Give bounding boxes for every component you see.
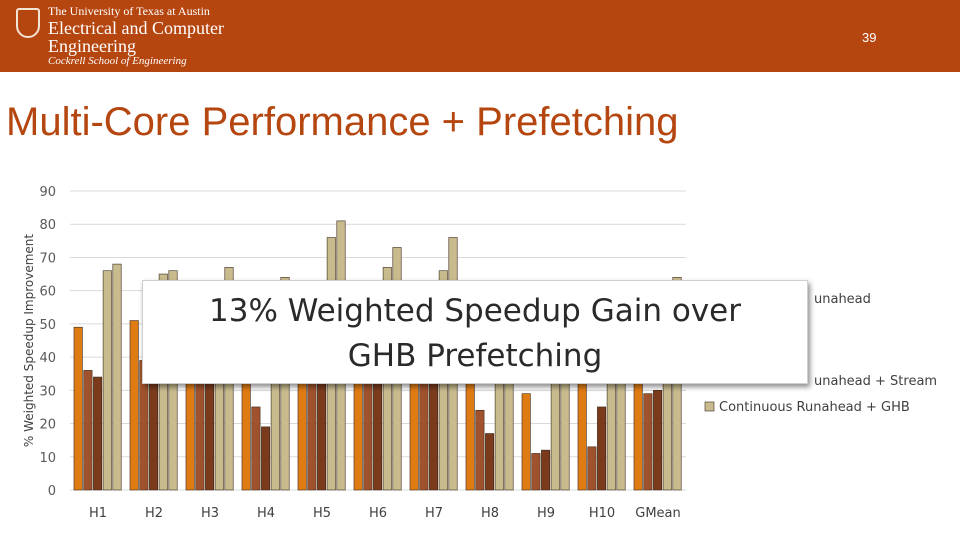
bar xyxy=(251,406,261,491)
y-tick-label: 70 xyxy=(39,251,56,266)
y-tick-label: 20 xyxy=(39,418,56,433)
callout-line2: GHB Prefetching xyxy=(347,338,603,374)
y-tick-label: 80 xyxy=(39,218,56,233)
x-tick-label: H10 xyxy=(589,506,615,521)
y-tick-label: 0 xyxy=(48,484,56,499)
bar xyxy=(485,433,495,491)
legend-entry-label: Continuous Runahead + GHB xyxy=(719,400,910,415)
bar xyxy=(643,393,653,491)
legend-swatch xyxy=(704,401,715,412)
school-name: Cockrell School of Engineering xyxy=(48,55,187,67)
bar xyxy=(261,426,271,491)
bar xyxy=(112,263,122,491)
slide-title: Multi-Core Performance + Prefetching xyxy=(6,100,679,144)
bar xyxy=(521,393,531,491)
bar xyxy=(73,326,83,491)
y-tick-label: 30 xyxy=(39,384,56,399)
chart-legend: unahead unahead + Stream Continuous Runahe… xyxy=(704,292,937,415)
chart-axes: 0 10 20 30 40 50 60 70 80 90 % Weighted Speedup Im… xyxy=(22,185,681,521)
x-tick-label: H7 xyxy=(425,506,443,521)
department-name-line1: Electrical and Computer xyxy=(48,18,224,38)
bar xyxy=(597,406,607,491)
bar xyxy=(541,449,551,491)
bar xyxy=(83,370,93,491)
x-tick-label: H5 xyxy=(313,506,331,521)
bar xyxy=(129,320,139,491)
x-tick-label: H6 xyxy=(369,506,387,521)
legend-entry-label: unahead xyxy=(814,292,871,307)
bar xyxy=(102,270,112,491)
bar xyxy=(93,376,103,491)
callout-line1: 13% Weighted Speedup Gain over xyxy=(209,293,741,329)
x-tick-label: H4 xyxy=(257,506,275,521)
department-name-line2: Engineering xyxy=(48,36,136,56)
y-axis-label: % Weighted Speedup Improvement xyxy=(22,234,36,448)
legend-entry-label: unahead + Stream xyxy=(814,374,937,389)
x-tick-label: H9 xyxy=(537,506,555,521)
callout-box: 13% Weighted Speedup Gain over GHB Prefe… xyxy=(142,280,808,384)
x-tick-label: H8 xyxy=(481,506,499,521)
x-tick-label: H2 xyxy=(145,506,163,521)
y-tick-label: 60 xyxy=(39,285,56,300)
bar xyxy=(475,409,485,491)
x-tick-label: H3 xyxy=(201,506,219,521)
y-tick-label: 90 xyxy=(39,185,56,200)
x-tick-label: GMean xyxy=(635,506,681,521)
bar xyxy=(587,446,597,491)
y-tick-label: 50 xyxy=(39,318,56,333)
university-name: The University of Texas at Austin xyxy=(48,4,210,18)
y-tick-label: 40 xyxy=(39,351,56,366)
y-tick-label: 10 xyxy=(39,451,56,466)
bar xyxy=(531,453,541,491)
header-bar: The University of Texas at Austin Electr… xyxy=(0,0,960,72)
bar xyxy=(653,390,663,491)
page-number: 39 xyxy=(862,30,877,45)
shield-icon xyxy=(16,8,40,38)
x-tick-label: H1 xyxy=(89,506,107,521)
